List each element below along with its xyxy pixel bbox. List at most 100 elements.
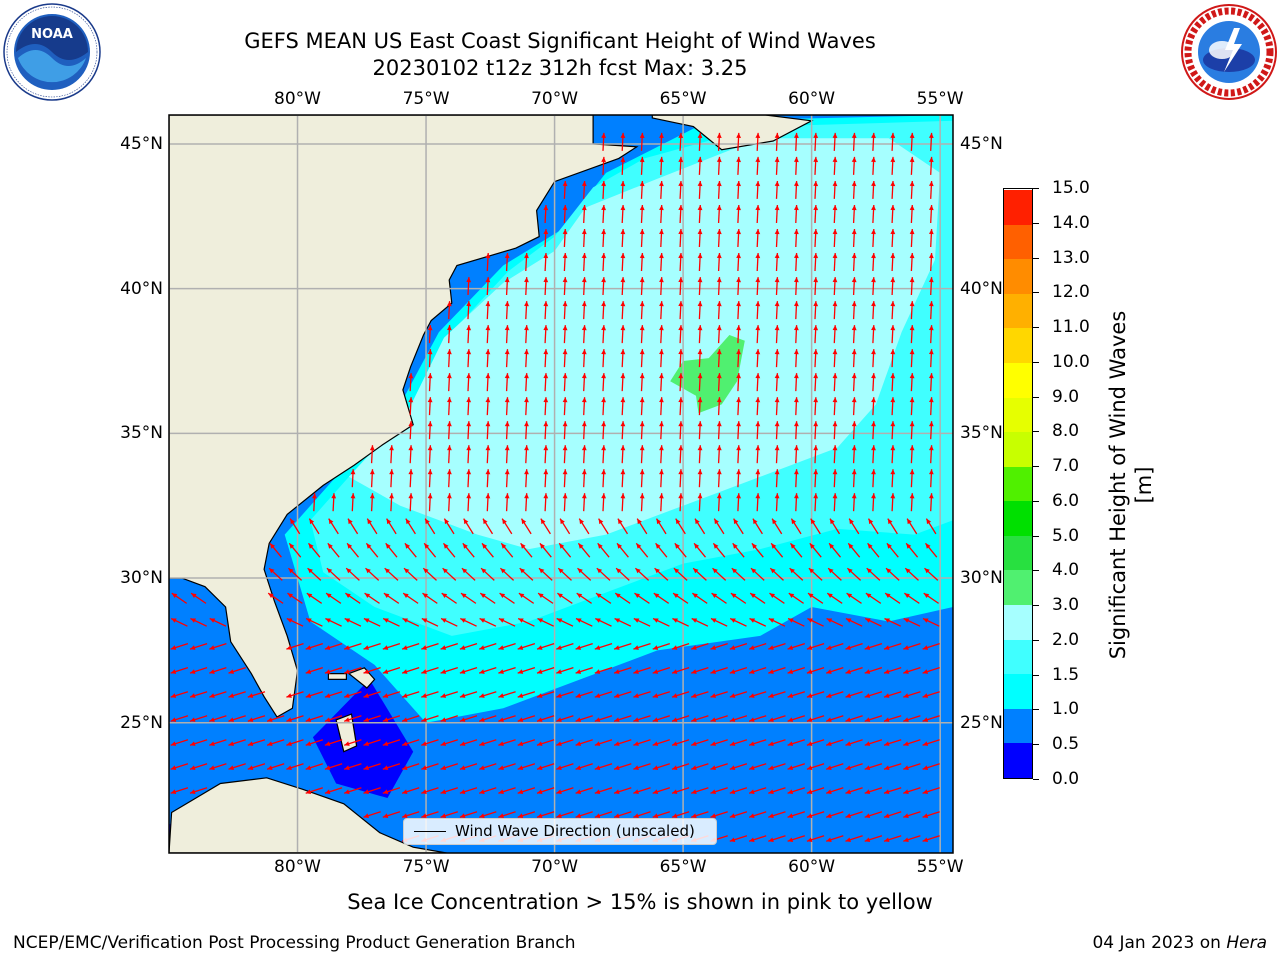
wind-wave-arrowhead xyxy=(639,181,645,187)
wind-wave-arrowhead xyxy=(736,421,741,427)
wind-wave-arrowhead xyxy=(485,421,491,427)
wind-wave-arrowhead xyxy=(691,765,697,770)
wind-wave-arrowhead xyxy=(639,301,645,307)
wind-wave-arrowhead xyxy=(459,669,466,674)
wind-wave-arrowhead xyxy=(485,349,491,355)
wind-wave-arrowhead xyxy=(813,469,819,475)
noaa-logo: NOAA xyxy=(3,3,101,101)
wind-wave-arrowhead xyxy=(770,568,776,574)
wind-wave-arrowhead xyxy=(884,645,890,650)
wind-wave-arrowhead xyxy=(268,593,274,598)
wind-wave-arrowhead xyxy=(922,693,929,698)
wind-wave-arrowhead xyxy=(751,568,757,574)
wind-wave-arrowhead xyxy=(479,717,485,722)
colorbar-segment xyxy=(1004,466,1032,502)
wind-wave-arrowhead xyxy=(382,813,389,818)
wind-wave-arrowhead xyxy=(697,181,703,187)
wind-wave-arrowhead xyxy=(697,132,703,138)
wind-wave-arrowhead xyxy=(466,421,472,427)
wind-wave-arrowhead xyxy=(652,741,659,746)
wind-wave-arrowhead xyxy=(562,253,568,259)
colorbar-tick-mark xyxy=(1033,779,1039,780)
wind-wave-arrowhead xyxy=(774,349,780,355)
wind-wave-arrowhead xyxy=(929,445,934,451)
wind-wave-arrowhead xyxy=(794,469,799,475)
wind-wave-arrowhead xyxy=(459,741,466,746)
wind-wave-arrowhead xyxy=(444,518,450,525)
wind-wave-arrowhead xyxy=(524,397,529,403)
wind-wave-arrowhead xyxy=(710,693,716,698)
wind-wave-arrowhead xyxy=(447,469,452,475)
wind-wave-arrowhead xyxy=(654,568,660,574)
lon-tick-label-top: 70°W xyxy=(531,89,579,109)
wind-wave-arrowhead xyxy=(543,277,549,283)
wind-wave-arrowhead xyxy=(504,277,510,283)
wind-wave-arrowhead xyxy=(884,765,890,770)
wind-wave-arrowhead xyxy=(755,349,761,355)
wind-wave-arrowhead xyxy=(716,349,722,355)
wind-wave-arrowhead xyxy=(865,618,871,623)
colorbar-segment xyxy=(1004,327,1032,363)
lat-tick-label-right: 30°N xyxy=(960,568,1003,589)
wind-wave-arrowhead xyxy=(749,717,755,722)
wind-wave-arrowhead xyxy=(466,325,472,331)
lat-tick-label-right: 25°N xyxy=(960,712,1003,733)
wind-wave-arrowhead xyxy=(447,349,452,355)
wind-wave-arrowhead xyxy=(710,717,716,722)
wind-wave-arrowhead xyxy=(479,765,485,770)
wind-wave-arrowhead xyxy=(620,301,626,307)
lon-tick-label-top: 55°W xyxy=(916,89,964,109)
wind-wave-arrowhead xyxy=(502,518,507,525)
wind-wave-arrowhead xyxy=(755,325,761,331)
wind-wave-arrowhead xyxy=(485,325,491,331)
wind-wave-arrowhead xyxy=(601,277,606,283)
legend-label: Wind Wave Direction (unscaled) xyxy=(455,822,695,840)
wind-wave-arrowhead xyxy=(402,741,408,746)
wind-wave-arrowhead xyxy=(421,765,427,770)
wind-wave-arrowhead xyxy=(537,741,543,746)
wind-wave-arrowhead xyxy=(774,397,780,403)
wind-wave-arrowhead xyxy=(598,518,604,525)
wind-wave-arrowhead xyxy=(806,693,813,698)
wind-wave-arrowhead xyxy=(209,741,215,746)
wind-wave-arrowhead xyxy=(813,493,819,499)
wind-wave-arrowhead xyxy=(427,445,433,451)
wind-wave-arrowhead xyxy=(382,789,389,794)
wind-wave-arrowhead xyxy=(675,518,681,525)
colorbar-tick-mark xyxy=(1033,605,1039,607)
wind-wave-arrowhead xyxy=(440,789,447,794)
wind-wave-arrowhead xyxy=(806,669,813,674)
lon-tick-label-bottom: 80°W xyxy=(274,857,321,877)
colorbar-tick-label: 10.0 xyxy=(1052,351,1090,372)
footer-host: Hera xyxy=(1226,933,1267,953)
wind-wave-arrowhead xyxy=(575,717,582,722)
wind-wave-arrowhead xyxy=(459,765,466,770)
wind-wave-arrowhead xyxy=(813,132,819,138)
wind-wave-arrowhead xyxy=(771,543,777,549)
wind-wave-arrowhead xyxy=(807,618,813,623)
wind-wave-arrowhead xyxy=(309,518,315,525)
footer-branch: NCEP/EMC/Verification Post Processing Pr… xyxy=(13,933,576,953)
wind-wave-arrowhead xyxy=(813,156,819,163)
colorbar-tick-label: 7.0 xyxy=(1052,456,1080,477)
wind-wave-arrowhead xyxy=(655,543,661,549)
wind-wave-arrowhead xyxy=(524,421,529,427)
wind-wave-arrowhead xyxy=(672,741,678,746)
wind-wave-arrowhead xyxy=(672,645,678,650)
wind-wave-arrowhead xyxy=(864,789,871,794)
colorbar-tick-mark xyxy=(1033,327,1039,329)
wind-wave-arrowhead xyxy=(691,645,697,650)
wind-wave-arrowhead xyxy=(787,717,794,722)
wind-wave-arrowhead xyxy=(479,669,485,674)
wind-wave-arrowhead xyxy=(813,397,819,403)
wind-wave-arrowhead xyxy=(923,618,929,623)
wind-wave-arrowhead xyxy=(697,421,703,427)
wind-wave-arrowhead xyxy=(909,421,915,427)
map-content xyxy=(169,115,953,853)
wind-wave-arrowhead xyxy=(710,741,716,746)
wind-wave-arrowhead xyxy=(678,301,684,307)
wind-wave-arrowhead xyxy=(346,568,352,574)
colorbar-tick-mark xyxy=(1033,257,1039,259)
wind-wave-arrowhead xyxy=(890,373,896,379)
